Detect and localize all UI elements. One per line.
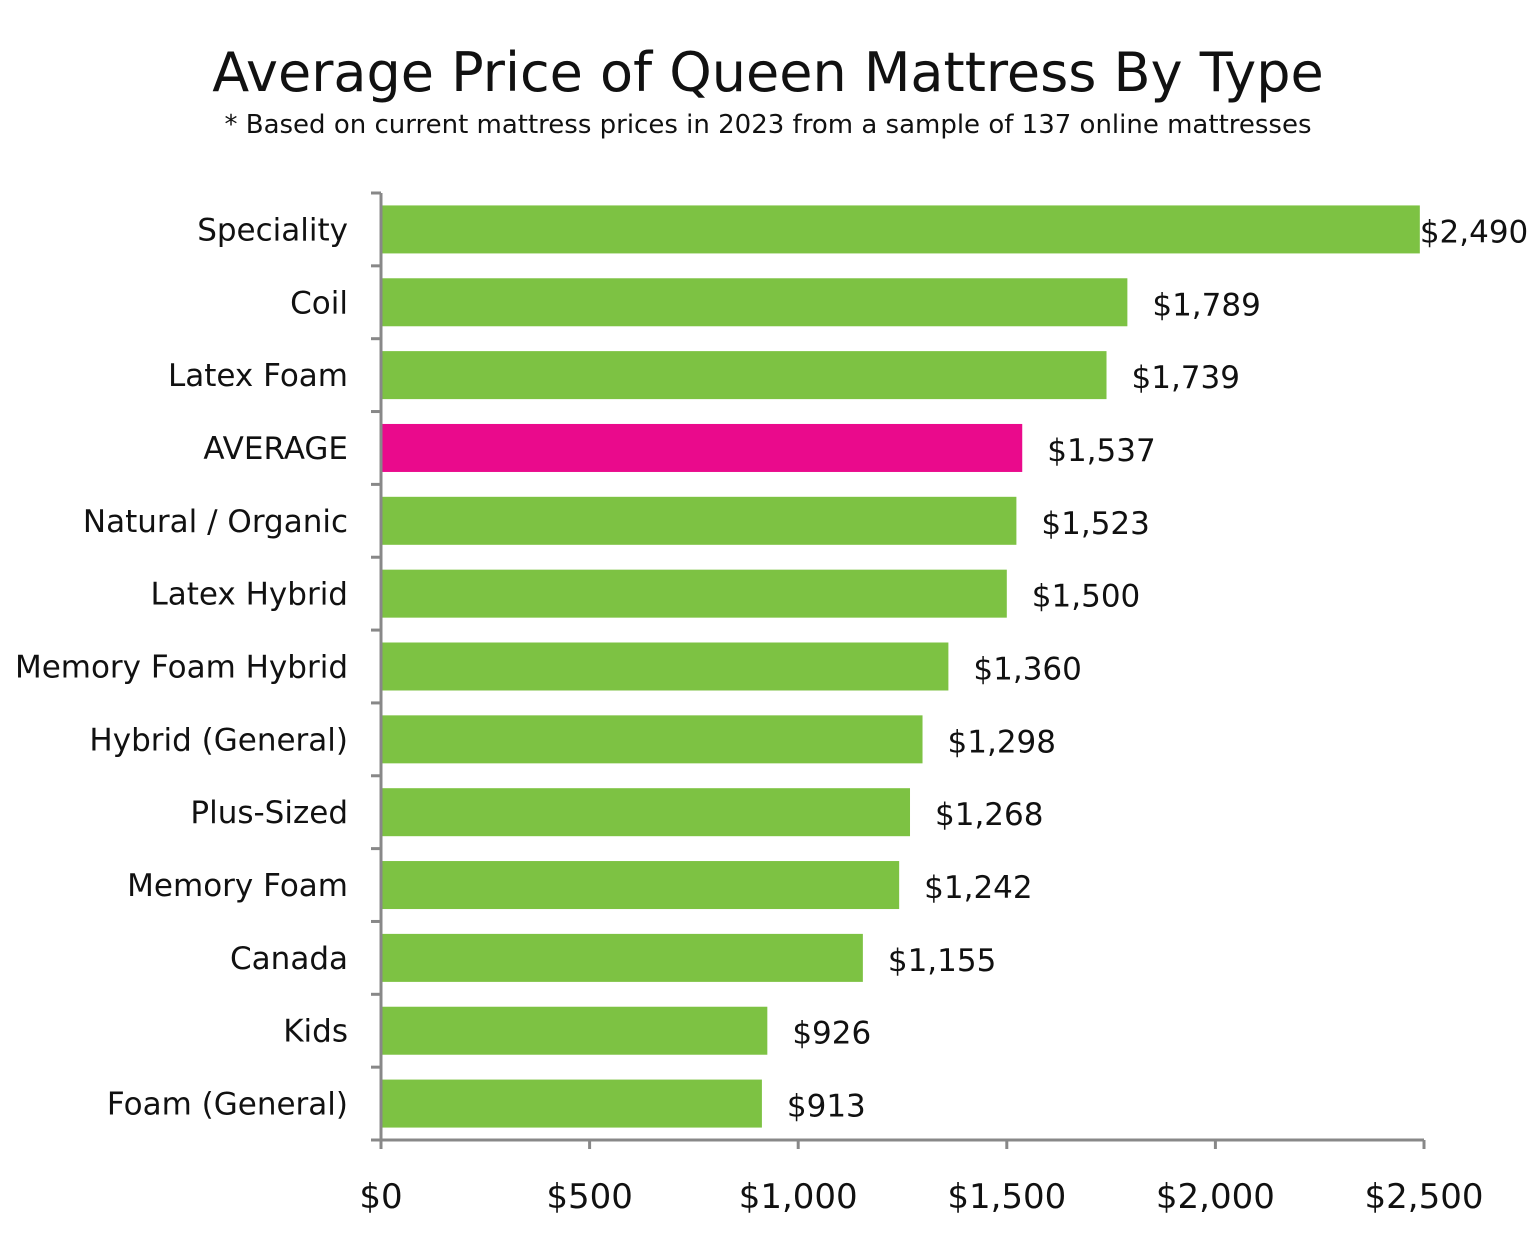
x-tick-label: $2,000	[1156, 1177, 1275, 1217]
category-label: Memory Foam	[127, 868, 348, 904]
category-label: Plus-Sized	[190, 795, 348, 831]
bar-average	[382, 423, 1023, 472]
data-label: $1,500	[1032, 579, 1140, 615]
category-label: Canada	[230, 941, 348, 977]
data-label: $1,268	[935, 797, 1043, 833]
bar-hybrid-general-	[382, 715, 923, 764]
data-label: $1,298	[948, 724, 1056, 760]
bar-memory-foam	[382, 861, 900, 910]
bar-speciality	[382, 205, 1420, 254]
bar-coil	[382, 278, 1128, 327]
data-label: $926	[792, 1016, 871, 1052]
bar-canada	[382, 933, 863, 982]
category-label: Hybrid (General)	[89, 722, 348, 758]
category-label: Latex Foam	[168, 358, 348, 394]
bar-foam-general-	[382, 1079, 762, 1128]
data-label: $1,523	[1041, 506, 1149, 542]
category-label: Coil	[290, 285, 348, 321]
category-label: Kids	[283, 1014, 348, 1050]
bar-natural-organic	[382, 496, 1017, 545]
data-label: $1,360	[973, 652, 1081, 688]
category-label: Latex Hybrid	[150, 577, 348, 613]
category-label: Memory Foam Hybrid	[15, 650, 348, 686]
bar-memory-foam-hybrid	[382, 642, 949, 691]
x-tick-label: $0	[359, 1177, 402, 1217]
data-label: $2,490	[1420, 214, 1528, 250]
x-tick-label: $1,500	[947, 1177, 1066, 1217]
data-label: $1,242	[924, 870, 1032, 906]
bar-plus-sized	[382, 788, 911, 837]
x-tick-label: $1,000	[739, 1177, 858, 1217]
category-label: Speciality	[197, 212, 348, 248]
data-label: $1,537	[1047, 433, 1155, 469]
category-label: Natural / Organic	[83, 504, 348, 540]
category-label: Foam (General)	[107, 1087, 348, 1123]
bar-latex-hybrid	[382, 569, 1007, 618]
data-label: $913	[787, 1089, 866, 1125]
bar-latex-foam	[382, 351, 1107, 400]
bar-kids	[382, 1006, 768, 1055]
data-label: $1,739	[1132, 360, 1240, 396]
data-label: $1,789	[1152, 287, 1260, 323]
x-tick-label: $500	[546, 1177, 633, 1217]
category-label: AVERAGE	[203, 431, 348, 467]
chart-subtitle: * Based on current mattress prices in 20…	[224, 110, 1311, 140]
x-tick-label: $2,500	[1365, 1177, 1484, 1217]
data-label: $1,155	[888, 943, 996, 979]
chart-title: Average Price of Queen Mattress By Type	[212, 41, 1323, 104]
